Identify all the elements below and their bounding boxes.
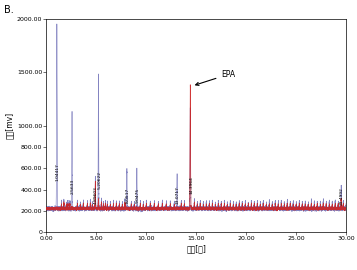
Text: 8.0517: 8.0517 — [126, 188, 130, 203]
X-axis label: 시간[분]: 시간[분] — [186, 244, 206, 253]
Text: 2.5633: 2.5633 — [71, 179, 75, 194]
Text: 14.3964: 14.3964 — [189, 176, 193, 194]
Text: EPA: EPA — [196, 70, 236, 85]
Text: 1.04417: 1.04417 — [56, 163, 60, 181]
Text: 13.0717: 13.0717 — [176, 186, 180, 204]
Text: 9.0475: 9.0475 — [136, 188, 140, 203]
Text: B.: B. — [4, 5, 13, 15]
Text: 4.89603: 4.89603 — [94, 186, 98, 204]
Y-axis label: 진폭[mv]: 진폭[mv] — [5, 112, 14, 139]
Text: 5.20622: 5.20622 — [97, 171, 101, 188]
Text: 29.4992: 29.4992 — [340, 187, 344, 205]
